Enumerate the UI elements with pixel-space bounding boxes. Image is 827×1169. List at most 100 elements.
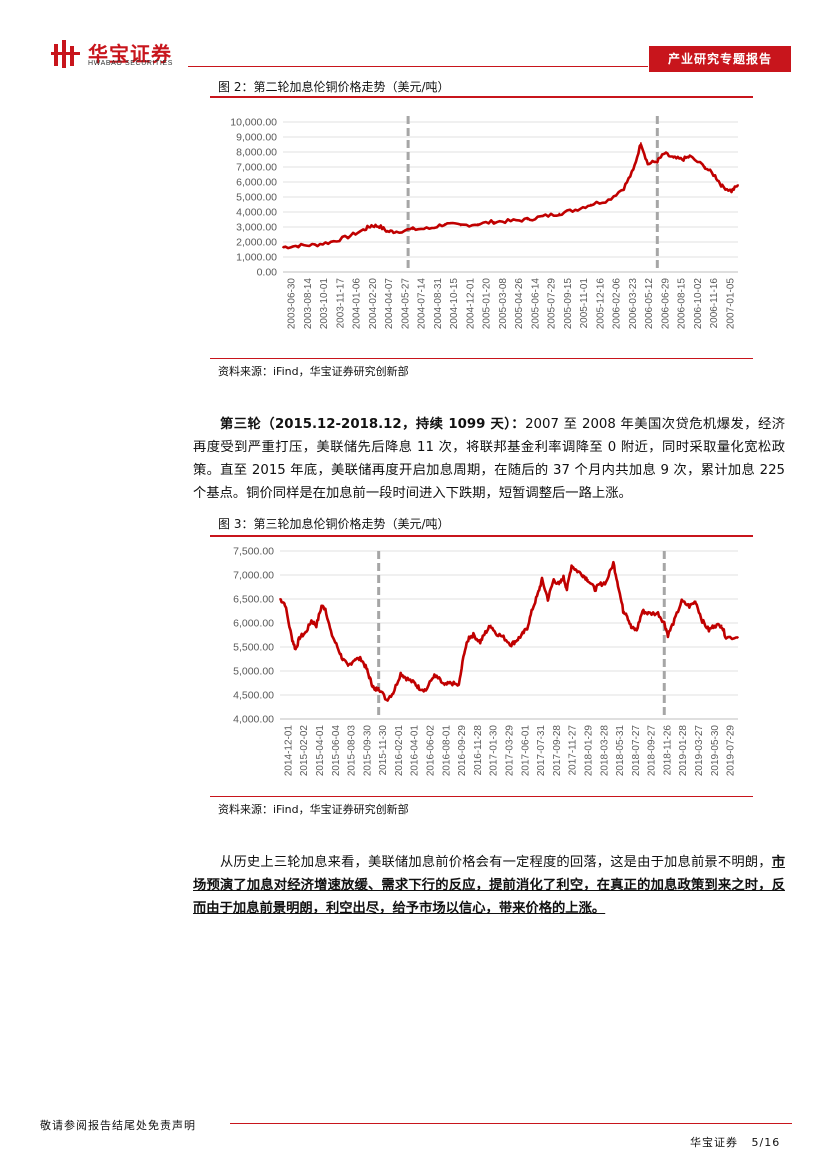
y-tick-label: 7,500.00 — [233, 546, 274, 558]
price-data-point — [647, 612, 650, 615]
price-data-point — [558, 583, 560, 586]
y-tick-label: 10,000.00 — [230, 117, 277, 129]
price-data-point — [516, 638, 518, 641]
x-tick-label: 2006-05-12 — [644, 278, 655, 330]
x-tick-label: 2015-11-30 — [378, 725, 389, 776]
price-data-point — [714, 175, 716, 177]
price-data-point — [725, 636, 727, 639]
price-data-point — [395, 230, 398, 233]
price-data-point — [598, 583, 601, 586]
x-tick-label: 2006-10-02 — [693, 278, 704, 330]
y-tick-label: 4,500.00 — [233, 690, 274, 702]
price-data-point — [458, 684, 460, 687]
x-tick-label: 2016-02-01 — [394, 725, 405, 777]
x-tick-label: 2017-11-27 — [568, 725, 579, 776]
price-data-point — [721, 185, 724, 188]
x-tick-label: 2006-03-23 — [628, 278, 639, 330]
price-data-point — [370, 224, 373, 227]
x-tick-label: 2004-08-31 — [433, 278, 444, 330]
x-tick-label: 2006-02-06 — [612, 278, 623, 330]
price-data-point — [412, 228, 414, 231]
price-data-point — [324, 607, 327, 610]
price-data-point — [336, 646, 339, 648]
x-tick-label: 2016-06-02 — [426, 725, 437, 777]
figure-2-bottom-rule — [210, 358, 753, 359]
x-tick-label: 2005-07-29 — [547, 278, 558, 330]
price-data-point — [463, 650, 466, 653]
figure-3-title: 图 3：第三轮加息伦铜价格走势（美元/吨） — [218, 517, 450, 531]
paragraph-conclusion-text: 从历史上三轮加息来看，美联储加息前价格会有一定程度的回落，这是由于加息前景不明朗… — [220, 855, 772, 870]
price-data-point — [294, 648, 297, 651]
price-data-point — [494, 631, 497, 634]
y-tick-label: 1,000.00 — [236, 252, 277, 264]
price-data-point — [720, 624, 723, 627]
price-data-point — [566, 588, 568, 591]
x-tick-label: 2019-07-29 — [726, 725, 737, 777]
price-data-point — [667, 634, 669, 636]
price-data-point — [386, 230, 389, 233]
price-data-point — [330, 241, 332, 243]
x-tick-label: 2017-03-29 — [505, 725, 516, 777]
price-data-point — [341, 658, 344, 660]
x-tick-label: 2019-05-30 — [710, 725, 721, 777]
price-data-point — [582, 574, 584, 576]
brand-name-en: HWABAO SECURITIES — [88, 60, 174, 67]
price-data-point — [502, 636, 505, 639]
price-data-point — [298, 636, 301, 639]
x-tick-label: 2004-12-01 — [465, 278, 476, 330]
price-data-point — [477, 223, 479, 225]
x-tick-label: 2019-03-27 — [694, 725, 705, 777]
price-data-point — [673, 619, 676, 622]
figure-2-top-rule — [210, 96, 753, 98]
price-data-point — [558, 212, 561, 215]
price-data-point — [437, 677, 439, 680]
price-data-point — [369, 679, 372, 682]
x-tick-label: 2005-09-15 — [563, 278, 574, 330]
price-data-point — [730, 190, 733, 192]
y-tick-label: 5,000.00 — [236, 192, 277, 204]
x-tick-label: 2003-10-01 — [319, 278, 330, 330]
price-data-point — [625, 612, 628, 615]
price-data-point — [443, 684, 446, 687]
x-tick-label: 2018-09-27 — [647, 725, 658, 777]
price-data-point — [377, 686, 380, 689]
footer-company: 华宝证券 — [690, 1136, 738, 1149]
x-tick-label: 2017-09-28 — [552, 725, 563, 777]
figure-2-source: 资料来源：iFind，华宝证券研究创新部 — [218, 365, 409, 378]
figure-2: 图 2：第二轮加息伦铜价格走势（美元/吨） 10,000.00 9,000.00 8… — [210, 76, 753, 386]
price-data-point — [688, 605, 691, 608]
y-tick-label: 4,000.00 — [236, 207, 277, 219]
x-tick-label: 2003-08-14 — [303, 278, 314, 330]
price-data-point — [413, 682, 416, 684]
footer-page-info: 华宝证券 5/16 — [690, 1134, 780, 1150]
x-tick-label: 2015-06-04 — [331, 725, 342, 777]
price-data-point — [570, 564, 573, 567]
y-tick-label: 6,000.00 — [233, 618, 274, 630]
x-tick-label: 2016-11-28 — [473, 725, 484, 776]
x-tick-label: 2004-01-06 — [352, 278, 363, 330]
paragraph-third-round-text: 2007 至 2008 年美国次贷危机爆发，经济再度受到严重打压，美联储先后降息… — [193, 417, 786, 501]
price-data-point — [635, 629, 638, 632]
x-tick-label: 2015-09-30 — [362, 725, 373, 777]
figure-3-top-rule — [210, 535, 753, 537]
price-data-point — [468, 636, 470, 639]
price-data-point — [680, 600, 683, 603]
x-tick-label: 2004-04-07 — [384, 278, 395, 330]
price-data-point — [641, 610, 644, 612]
price-data-point — [282, 246, 284, 249]
price-data-point — [330, 631, 332, 634]
price-data-point — [425, 689, 427, 692]
price-data-point — [589, 203, 592, 206]
brand-logo: 华宝证券 HWABAO SECURITIES — [50, 38, 190, 72]
price-data-point — [489, 624, 492, 627]
price-data-point — [701, 619, 704, 622]
price-data-point — [575, 569, 578, 572]
price-data-point — [443, 223, 446, 225]
price-data-point — [310, 619, 313, 622]
price-data-point — [672, 157, 675, 159]
figure-2-title: 图 2：第二轮加息伦铜价格走势（美元/吨） — [218, 80, 450, 94]
x-tick-label: 2004-10-15 — [449, 278, 460, 330]
x-tick-label: 2005-06-14 — [530, 278, 541, 330]
price-data-point — [284, 602, 286, 605]
price-data-point — [594, 588, 596, 591]
